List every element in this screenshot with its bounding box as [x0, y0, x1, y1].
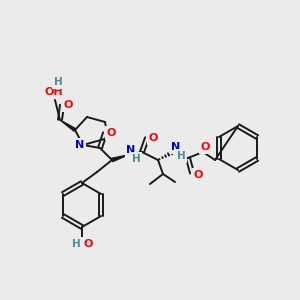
Text: H: H [132, 154, 140, 164]
Text: O: O [193, 170, 203, 180]
Text: H: H [177, 151, 185, 161]
Polygon shape [112, 155, 128, 162]
Text: N: N [171, 142, 181, 152]
Text: O: O [148, 133, 158, 143]
Text: N: N [75, 140, 85, 150]
Text: H: H [54, 77, 62, 87]
Text: O: O [200, 142, 210, 152]
Text: O: O [84, 239, 93, 249]
Text: OH: OH [45, 87, 63, 97]
Text: O: O [106, 128, 116, 138]
Text: N: N [126, 145, 136, 155]
Text: O: O [63, 100, 73, 110]
Text: H: H [72, 239, 80, 249]
Polygon shape [60, 120, 76, 131]
